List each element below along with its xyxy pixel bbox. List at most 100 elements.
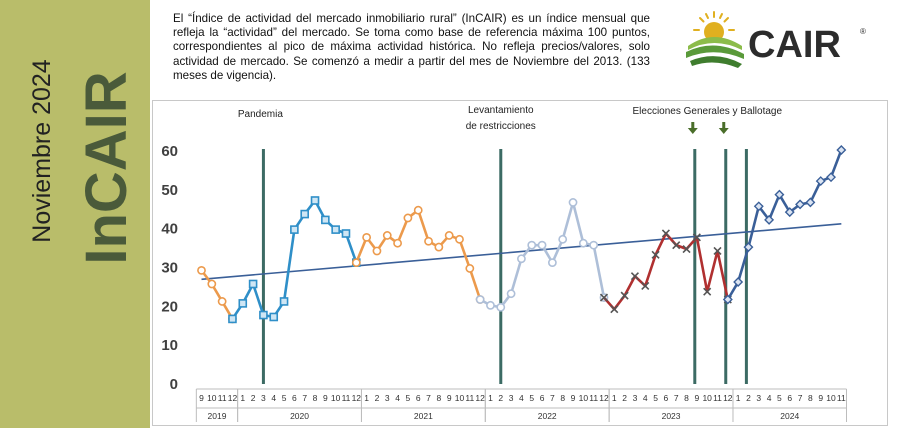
x-month-label: 1 — [736, 393, 741, 403]
x-month-label: 9 — [694, 393, 699, 403]
data-point — [784, 207, 795, 218]
x-month-label: 4 — [767, 393, 772, 403]
brand-title: InCAIR — [74, 71, 139, 264]
data-point — [836, 145, 847, 155]
x-month-label: 8 — [684, 393, 689, 403]
x-month-label: 1 — [364, 393, 369, 403]
x-month-label: 10 — [207, 393, 217, 403]
data-point — [444, 231, 454, 240]
x-month-label: 11 — [589, 393, 598, 403]
logo-registered: ® — [860, 27, 866, 36]
elections-label: Elecciones Generales y Ballotage — [633, 106, 783, 117]
x-month-label: 3 — [633, 393, 638, 403]
data-point — [558, 234, 568, 244]
data-point — [310, 196, 320, 205]
sidebar-titles: Noviembre 2024 InCAIR — [28, 59, 139, 264]
data-point — [207, 279, 217, 289]
data-point — [672, 241, 681, 250]
data-point — [527, 240, 537, 250]
event-label-secondary: de restricciones — [466, 121, 536, 132]
x-year-label: 2024 — [780, 411, 799, 421]
data-point — [321, 215, 330, 225]
x-axis: 9 10 11 12 1 2 3 4 5 6 7 8 9 10 11 12 1 2 3 4 5 6 7 8 9 10 11 12 1 2 3… — [195, 388, 847, 422]
x-month-label: 6 — [416, 393, 421, 403]
x-month-label: 12 — [599, 393, 609, 403]
x-month-label: 6 — [787, 393, 792, 403]
x-month-label: 7 — [550, 393, 555, 403]
data-point — [486, 300, 495, 310]
x-month-label: 5 — [282, 393, 287, 403]
data-point — [269, 312, 279, 322]
data-point — [795, 199, 806, 210]
x-month-label: 8 — [808, 393, 813, 403]
y-tick-label: 20 — [161, 298, 178, 315]
x-year-label: 2023 — [662, 411, 681, 421]
logo-text: CAIR — [748, 24, 841, 66]
data-point — [351, 258, 361, 268]
x-month-label: 10 — [826, 393, 836, 403]
data-point — [578, 238, 588, 248]
trend-line — [201, 222, 842, 281]
x-month-label: 10 — [455, 393, 465, 403]
x-month-label: 11 — [218, 393, 227, 403]
data-point — [465, 264, 475, 273]
x-month-label: 2 — [375, 393, 380, 403]
x-month-label: 4 — [519, 393, 524, 403]
x-month-label: 1 — [240, 393, 245, 403]
x-month-label: 7 — [426, 393, 431, 403]
data-point — [496, 302, 506, 312]
data-point — [805, 197, 816, 208]
x-month-label: 8 — [560, 393, 565, 403]
incair-chart: 0 10 20 30 40 50 60 Pandemia Levantamiento de re… — [152, 100, 888, 426]
data-point — [279, 297, 289, 306]
arrow-down-icon — [718, 122, 729, 134]
data-point — [506, 289, 516, 299]
trend-line-group — [201, 222, 842, 281]
x-year-label: 2022 — [538, 411, 557, 421]
data-point — [547, 258, 557, 268]
data-point — [393, 238, 402, 248]
series-group — [197, 145, 847, 324]
data-point — [692, 233, 701, 242]
x-month-label: 11 — [837, 393, 846, 403]
x-month-label: 3 — [509, 393, 514, 403]
y-tick-label: 50 — [161, 182, 178, 199]
x-month-label: 5 — [777, 393, 782, 403]
data-point — [413, 205, 423, 215]
data-point — [630, 272, 640, 281]
data-point — [641, 281, 650, 290]
data-point — [403, 213, 413, 223]
x-month-label: 12 — [352, 393, 362, 403]
data-point — [424, 236, 433, 246]
x-month-label: 2 — [622, 393, 627, 403]
data-point — [228, 314, 237, 324]
x-month-label: 3 — [756, 393, 761, 403]
x-month-label: 4 — [643, 393, 648, 403]
data-point — [372, 246, 382, 256]
data-point — [599, 293, 609, 302]
event-label: Levantamiento — [468, 105, 534, 116]
data-point — [826, 172, 837, 183]
data-point — [722, 294, 733, 305]
x-year-label: 2020 — [290, 411, 309, 421]
x-month-label: 7 — [302, 393, 307, 403]
x-month-label: 3 — [261, 393, 266, 403]
field-sun-icon — [686, 11, 744, 68]
x-month-label: 10 — [331, 393, 341, 403]
y-tick-label: 30 — [161, 260, 178, 277]
data-point — [733, 277, 744, 288]
x-month-label: 2 — [746, 393, 751, 403]
x-month-label: 5 — [406, 393, 411, 403]
y-tick-label: 0 — [170, 376, 178, 393]
x-month-label: 2 — [498, 393, 503, 403]
x-month-label: 9 — [323, 393, 328, 403]
data-point — [703, 287, 712, 296]
data-point — [651, 250, 660, 259]
x-month-label: 4 — [395, 393, 400, 403]
data-point — [362, 232, 372, 242]
sidebar-band — [0, 0, 150, 428]
data-point — [610, 305, 619, 314]
x-month-label: 7 — [674, 393, 679, 403]
data-point — [753, 201, 764, 212]
x-month-label: 9 — [199, 393, 204, 403]
